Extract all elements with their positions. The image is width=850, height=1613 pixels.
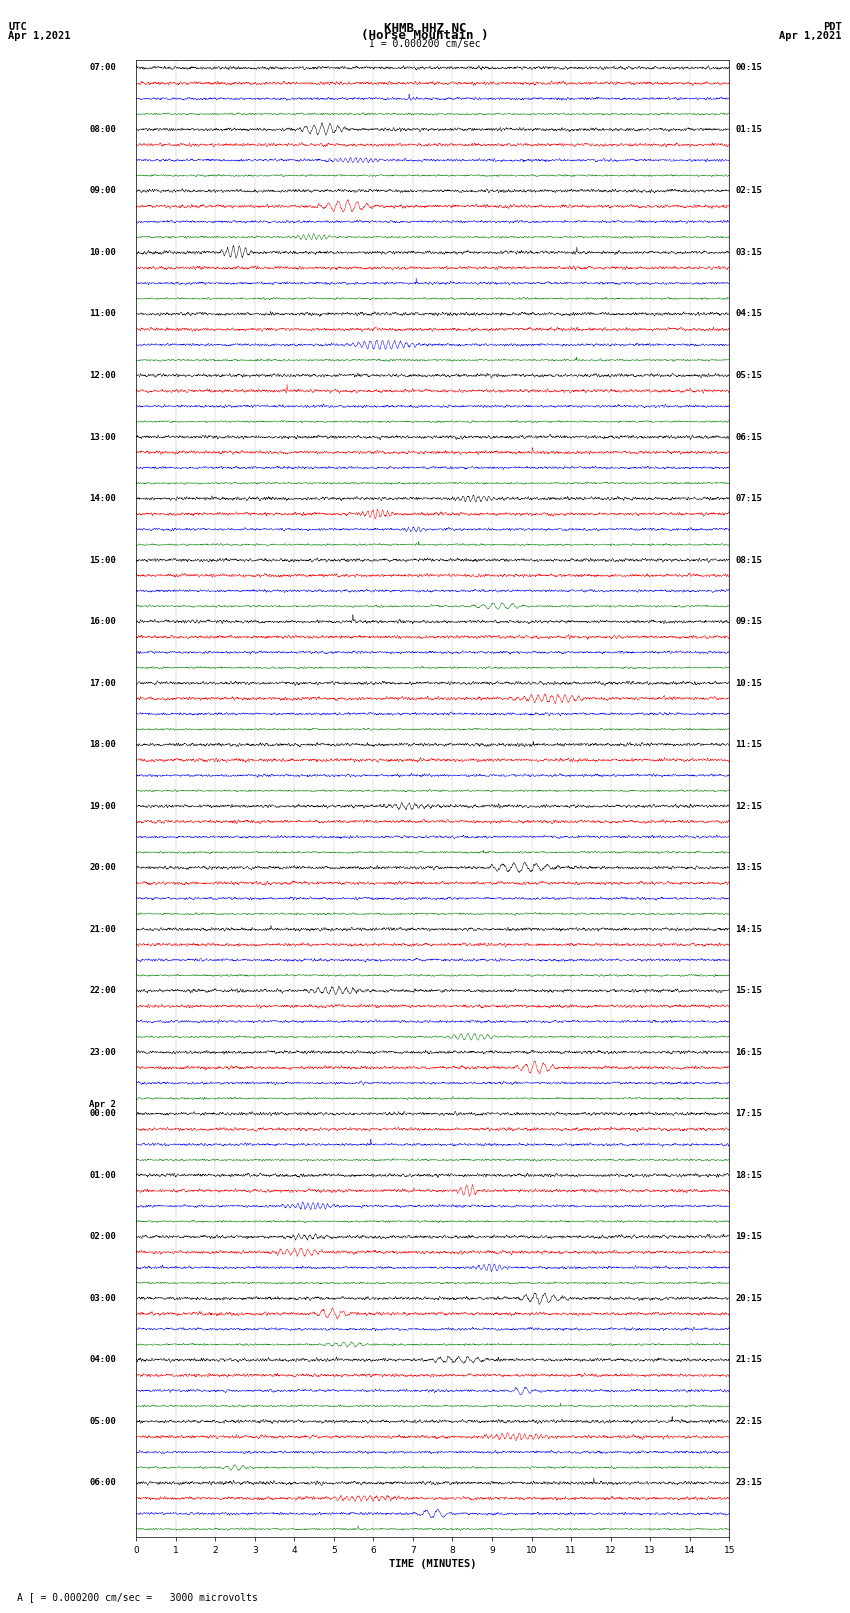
- Text: 11:00: 11:00: [89, 310, 116, 318]
- Text: 11:15: 11:15: [735, 740, 762, 748]
- Text: 04:00: 04:00: [89, 1355, 116, 1365]
- Text: 22:00: 22:00: [89, 986, 116, 995]
- Text: 14:15: 14:15: [735, 924, 762, 934]
- Text: 12:15: 12:15: [735, 802, 762, 811]
- Text: 17:00: 17:00: [89, 679, 116, 687]
- Text: 15:15: 15:15: [735, 986, 762, 995]
- Text: 23:15: 23:15: [735, 1479, 762, 1487]
- Text: 03:15: 03:15: [735, 248, 762, 256]
- Text: 00:15: 00:15: [735, 63, 762, 73]
- Text: 20:15: 20:15: [735, 1294, 762, 1303]
- Text: 20:00: 20:00: [89, 863, 116, 873]
- Text: A [ = 0.000200 cm/sec =   3000 microvolts: A [ = 0.000200 cm/sec = 3000 microvolts: [17, 1592, 258, 1602]
- Text: (Horse Mountain ): (Horse Mountain ): [361, 29, 489, 42]
- Text: 08:00: 08:00: [89, 124, 116, 134]
- Text: Apr 1,2021: Apr 1,2021: [779, 31, 842, 40]
- Text: 17:15: 17:15: [735, 1110, 762, 1118]
- Text: KHMB HHZ NC: KHMB HHZ NC: [383, 23, 467, 35]
- Text: 19:00: 19:00: [89, 802, 116, 811]
- Text: PDT: PDT: [823, 23, 842, 32]
- Text: 00:00: 00:00: [89, 1110, 116, 1118]
- Text: 09:00: 09:00: [89, 187, 116, 195]
- Text: 16:00: 16:00: [89, 618, 116, 626]
- Text: 14:00: 14:00: [89, 494, 116, 503]
- Text: 23:00: 23:00: [89, 1048, 116, 1057]
- Text: 18:00: 18:00: [89, 740, 116, 748]
- Text: 01:15: 01:15: [735, 124, 762, 134]
- Text: 13:00: 13:00: [89, 432, 116, 442]
- Text: 21:15: 21:15: [735, 1355, 762, 1365]
- Text: 03:00: 03:00: [89, 1294, 116, 1303]
- Text: Apr 1,2021: Apr 1,2021: [8, 31, 71, 40]
- Text: 12:00: 12:00: [89, 371, 116, 381]
- Text: 18:15: 18:15: [735, 1171, 762, 1179]
- Text: 07:15: 07:15: [735, 494, 762, 503]
- Text: 09:15: 09:15: [735, 618, 762, 626]
- Text: 01:00: 01:00: [89, 1171, 116, 1179]
- Text: Apr 2: Apr 2: [89, 1100, 116, 1110]
- Text: I = 0.000200 cm/sec: I = 0.000200 cm/sec: [369, 39, 481, 48]
- Text: 05:15: 05:15: [735, 371, 762, 381]
- Text: 22:15: 22:15: [735, 1416, 762, 1426]
- Text: 05:00: 05:00: [89, 1416, 116, 1426]
- Text: UTC: UTC: [8, 23, 27, 32]
- Text: 10:15: 10:15: [735, 679, 762, 687]
- Text: 02:15: 02:15: [735, 187, 762, 195]
- Text: 07:00: 07:00: [89, 63, 116, 73]
- Text: 06:15: 06:15: [735, 432, 762, 442]
- Text: 04:15: 04:15: [735, 310, 762, 318]
- Text: 13:15: 13:15: [735, 863, 762, 873]
- Text: 21:00: 21:00: [89, 924, 116, 934]
- Text: 19:15: 19:15: [735, 1232, 762, 1242]
- Text: 15:00: 15:00: [89, 555, 116, 565]
- Text: 08:15: 08:15: [735, 555, 762, 565]
- X-axis label: TIME (MINUTES): TIME (MINUTES): [389, 1560, 477, 1569]
- Text: 10:00: 10:00: [89, 248, 116, 256]
- Text: 02:00: 02:00: [89, 1232, 116, 1242]
- Text: 16:15: 16:15: [735, 1048, 762, 1057]
- Text: 06:00: 06:00: [89, 1479, 116, 1487]
